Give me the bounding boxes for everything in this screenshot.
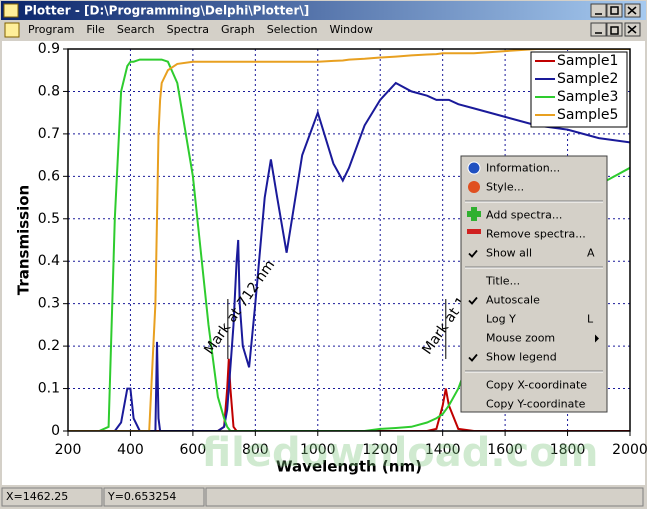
child-minimize[interactable] bbox=[590, 22, 607, 37]
style-icon bbox=[468, 181, 480, 193]
menu-item-label: Copy Y-coordinate bbox=[486, 398, 586, 411]
x-tick-label: 1800 bbox=[550, 442, 586, 458]
y-tick-label: 0.5 bbox=[38, 211, 60, 227]
status-panel bbox=[103, 487, 205, 507]
y-tick-label: 0.1 bbox=[38, 381, 60, 397]
y-axis-label: Transmission bbox=[15, 185, 33, 295]
series-line bbox=[68, 358, 630, 431]
x-tick-label: 1400 bbox=[425, 442, 461, 458]
app-icon bbox=[3, 3, 19, 18]
menu-item[interactable]: Selection bbox=[267, 23, 318, 36]
legend-label: Sample1 bbox=[557, 53, 618, 69]
menu-item[interactable]: Search bbox=[117, 23, 155, 36]
legend-label: Sample5 bbox=[557, 107, 618, 123]
y-tick-label: 0.7 bbox=[38, 126, 60, 142]
menu-shortcut: A bbox=[587, 247, 595, 260]
menu-item-label: Autoscale bbox=[486, 294, 540, 307]
menu-item[interactable]: Window bbox=[329, 23, 372, 36]
check-mark bbox=[468, 249, 478, 258]
menu-item[interactable] bbox=[463, 272, 605, 291]
menu-item-label: Style... bbox=[486, 181, 524, 194]
legend-label: Sample2 bbox=[557, 71, 618, 87]
x-tick-label: 400 bbox=[117, 442, 144, 458]
menu-item-label: Log Y bbox=[486, 313, 516, 326]
menu-item-label: Information... bbox=[486, 162, 560, 175]
add-icon bbox=[467, 207, 481, 221]
window-buttons[interactable] bbox=[590, 3, 641, 18]
series-line bbox=[68, 58, 630, 431]
menu-item-label: Mouse zoom bbox=[486, 332, 555, 345]
info-icon bbox=[467, 161, 481, 175]
x-tick-label: 600 bbox=[180, 442, 207, 458]
maximize-button[interactable] bbox=[606, 3, 623, 18]
plot-frame bbox=[67, 48, 631, 432]
status-x: X=1462.25 bbox=[6, 490, 68, 503]
y-tick-label: 0.6 bbox=[38, 168, 60, 184]
title-bar bbox=[1, 1, 646, 20]
menu-item-label: Add spectra... bbox=[486, 209, 562, 222]
series-line bbox=[68, 81, 630, 431]
menu-item-label: Remove spectra... bbox=[486, 228, 586, 241]
check-mark bbox=[468, 296, 478, 305]
status-panel bbox=[205, 487, 644, 507]
menu-item[interactable]: Spectra bbox=[167, 23, 209, 36]
menu-item[interactable]: File bbox=[86, 23, 105, 36]
watermark: filedownload.com bbox=[202, 430, 599, 476]
x-tick-label: 200 bbox=[55, 442, 82, 458]
remove-icon bbox=[467, 229, 481, 234]
window-title: Plotter - [D:\Programming\Delphi\Plotter… bbox=[24, 4, 309, 18]
menu-item[interactable]: Program bbox=[28, 23, 74, 36]
child-icon bbox=[4, 22, 20, 38]
menu-item-label: Show legend bbox=[486, 351, 557, 364]
y-tick-label: 0 bbox=[51, 423, 60, 439]
menu-item[interactable] bbox=[463, 244, 605, 263]
y-tick-label: 0.9 bbox=[38, 41, 60, 57]
x-tick-label: 1000 bbox=[300, 442, 336, 458]
menu-item[interactable] bbox=[463, 310, 605, 329]
minimize-button[interactable] bbox=[590, 3, 607, 18]
menu-shortcut: L bbox=[587, 313, 594, 326]
child-buttons[interactable] bbox=[590, 22, 641, 37]
y-tick-label: 0.2 bbox=[38, 338, 60, 354]
menu-item[interactable]: Graph bbox=[221, 23, 255, 36]
x-axis-label: Wavelength (nm) bbox=[276, 458, 422, 476]
series-line bbox=[68, 49, 630, 431]
check-mark bbox=[468, 353, 478, 362]
x-tick-label: 1200 bbox=[362, 442, 398, 458]
status-panel bbox=[1, 487, 103, 507]
status-y: Y=0.653254 bbox=[107, 490, 176, 503]
menu-item-label: Show all bbox=[486, 247, 532, 260]
menu-item-label: Title... bbox=[485, 275, 520, 288]
context-menu bbox=[460, 155, 608, 413]
y-tick-label: 0.4 bbox=[38, 253, 60, 269]
menu-bar bbox=[0, 20, 647, 40]
y-tick-label: 0.8 bbox=[38, 83, 60, 99]
menu-item[interactable] bbox=[463, 178, 605, 197]
x-tick-label: 800 bbox=[242, 442, 269, 458]
menu-item-label: Copy X-coordinate bbox=[486, 379, 587, 392]
legend-label: Sample3 bbox=[557, 89, 618, 105]
x-tick-label: 1600 bbox=[487, 442, 523, 458]
status-bar bbox=[0, 486, 647, 509]
x-tick-label: 2000 bbox=[612, 442, 647, 458]
y-tick-label: 0.3 bbox=[38, 296, 60, 312]
series-group bbox=[68, 49, 630, 431]
submenu-arrow bbox=[595, 334, 599, 343]
